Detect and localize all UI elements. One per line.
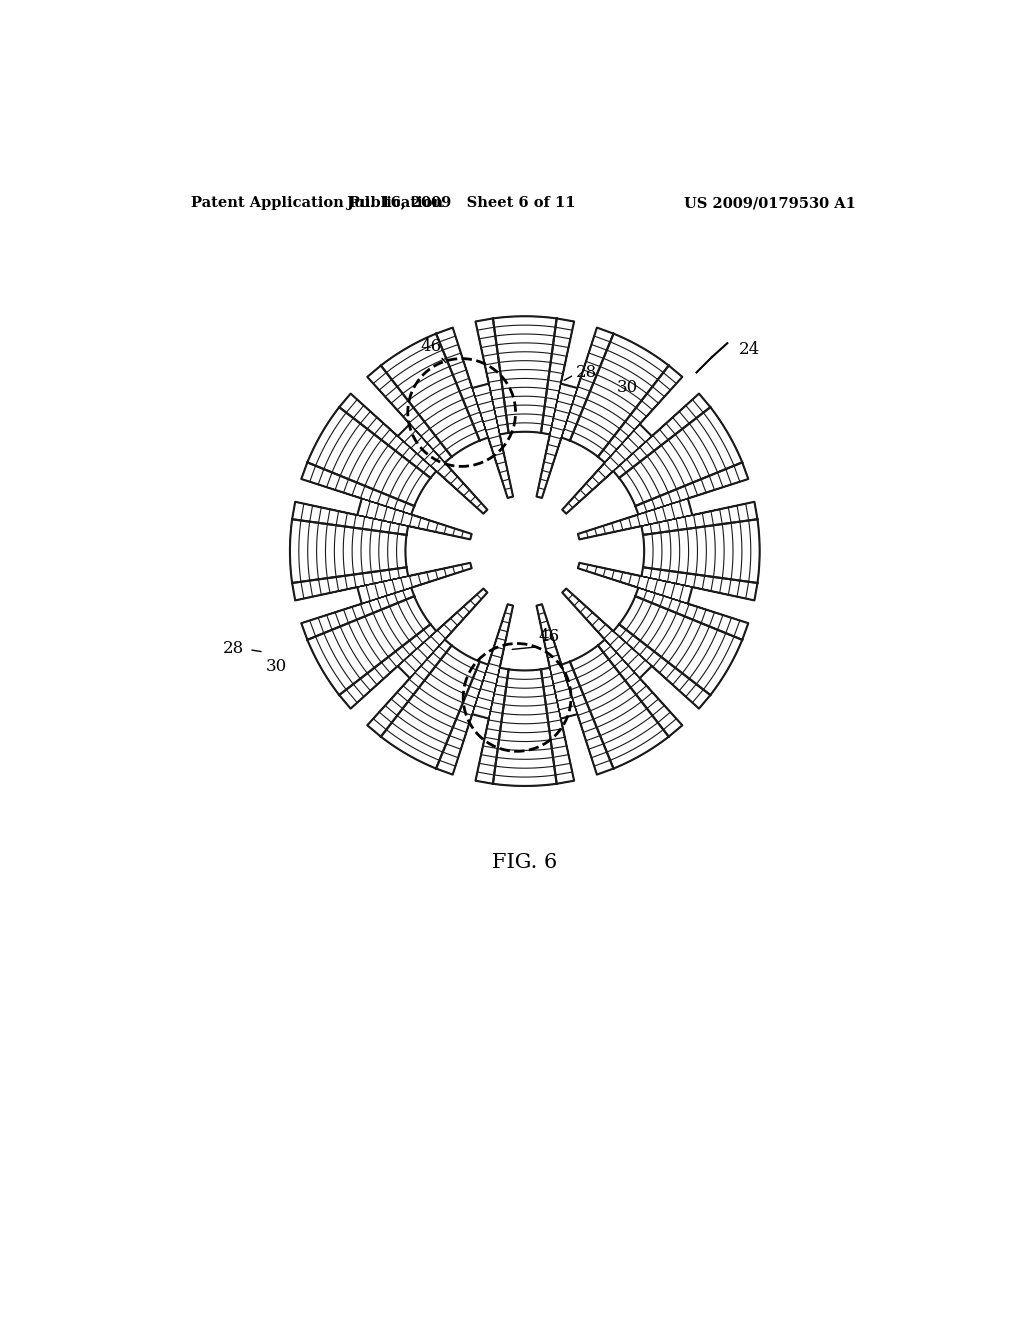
Text: 24: 24 bbox=[739, 341, 760, 358]
Text: 30: 30 bbox=[265, 659, 287, 675]
Text: 28: 28 bbox=[575, 364, 597, 381]
Text: 28: 28 bbox=[223, 640, 245, 656]
Text: FIG. 6: FIG. 6 bbox=[493, 854, 557, 873]
Text: 30: 30 bbox=[617, 379, 638, 396]
Text: US 2009/0179530 A1: US 2009/0179530 A1 bbox=[684, 197, 856, 210]
Text: 46: 46 bbox=[539, 628, 560, 645]
Text: 46: 46 bbox=[420, 338, 441, 355]
Text: Patent Application Publication: Patent Application Publication bbox=[190, 197, 442, 210]
Text: Jul. 16, 2009   Sheet 6 of 11: Jul. 16, 2009 Sheet 6 of 11 bbox=[347, 197, 575, 210]
